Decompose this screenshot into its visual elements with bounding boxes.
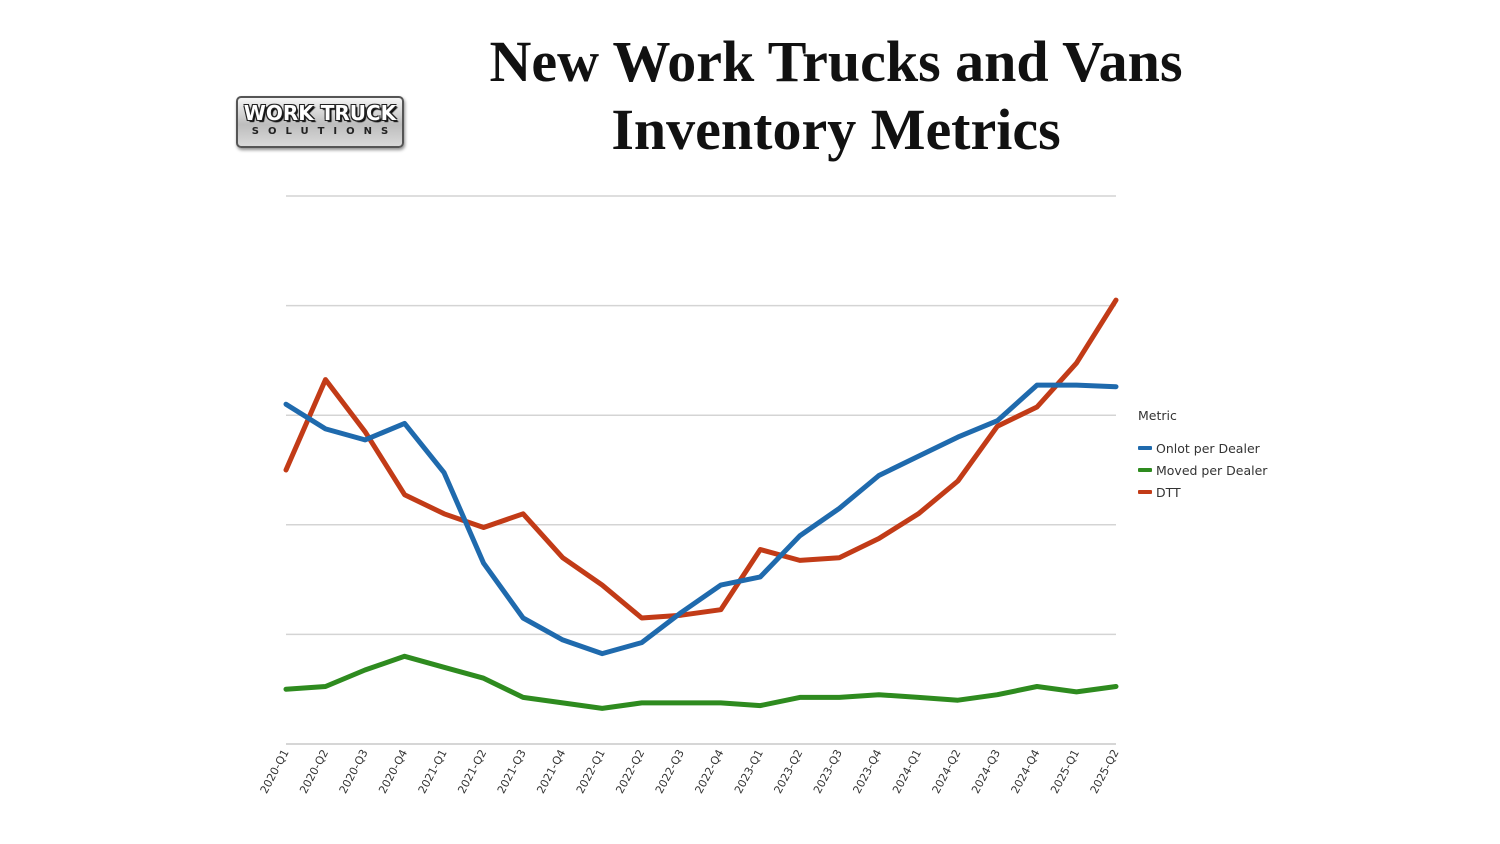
legend-swatch-moved [1138, 468, 1152, 472]
legend-item-dtt: DTT [1138, 481, 1267, 503]
x-tick-label: 2022-Q1 [574, 747, 608, 796]
work-truck-solutions-logo: WORK TRUCK SOLUTIONS [236, 96, 404, 148]
x-axis-tick-labels: 2020-Q1 2020-Q2 2020-Q3 2020-Q4 2021-Q1 2021-… [258, 747, 1122, 796]
legend-label-onlot: Onlot per Dealer [1156, 440, 1260, 456]
x-tick-label: 2021-Q3 [495, 747, 529, 796]
x-tick-label: 2023-Q3 [811, 747, 845, 796]
legend-title: Metric [1138, 408, 1177, 423]
series-line-moved-per-dealer [283, 653, 1119, 711]
x-tick-label: 2020-Q2 [297, 747, 331, 796]
legend-label-dtt: DTT [1156, 484, 1181, 500]
legend-label-moved: Moved per Dealer [1156, 462, 1268, 478]
legend-swatch-dtt [1138, 490, 1152, 494]
chart-title-line2: Inventory Metrics [611, 97, 1061, 162]
x-tick-label: 2023-Q1 [732, 747, 766, 796]
x-tick-label: 2022-Q4 [692, 747, 726, 796]
chart-title: New Work Trucks and Vans Inventory Metri… [430, 28, 1242, 164]
x-tick-label: 2024-Q2 [930, 747, 964, 796]
x-tick-label: 2020-Q3 [337, 747, 371, 796]
series-line-onlot-per-dealer [283, 382, 1119, 657]
legend-item-moved: Moved per Dealer [1138, 459, 1267, 481]
x-tick-label: 2022-Q2 [613, 747, 647, 796]
x-tick-label: 2023-Q2 [771, 747, 805, 796]
gridlines [286, 195, 1116, 745]
x-tick-label: 2020-Q1 [258, 747, 292, 796]
x-tick-label: 2024-Q1 [890, 747, 924, 796]
series-lines [283, 297, 1119, 711]
logo-main-text: WORK TRUCK [243, 101, 397, 125]
logo-sub-text: SOLUTIONS [251, 126, 398, 137]
series-line-dtt [283, 297, 1119, 621]
x-tick-label: 2023-Q4 [850, 747, 884, 796]
x-tick-label: 2021-Q4 [534, 747, 568, 796]
chart-title-line1: New Work Trucks and Vans [489, 29, 1183, 94]
legend-item-onlot: Onlot per Dealer [1138, 437, 1267, 459]
x-tick-label: 2025-Q2 [1088, 747, 1122, 796]
x-tick-label: 2022-Q3 [653, 747, 687, 796]
x-tick-label: 2025-Q1 [1048, 747, 1082, 796]
x-tick-label: 2020-Q4 [376, 747, 410, 796]
x-tick-label: 2024-Q3 [969, 747, 1003, 796]
x-tick-label: 2021-Q2 [455, 747, 489, 796]
legend-swatch-onlot [1138, 446, 1152, 450]
legend: Metric Onlot per Dealer Moved per Dealer… [1138, 408, 1267, 503]
x-tick-label: 2024-Q4 [1009, 747, 1043, 796]
x-tick-label: 2021-Q1 [416, 747, 450, 796]
